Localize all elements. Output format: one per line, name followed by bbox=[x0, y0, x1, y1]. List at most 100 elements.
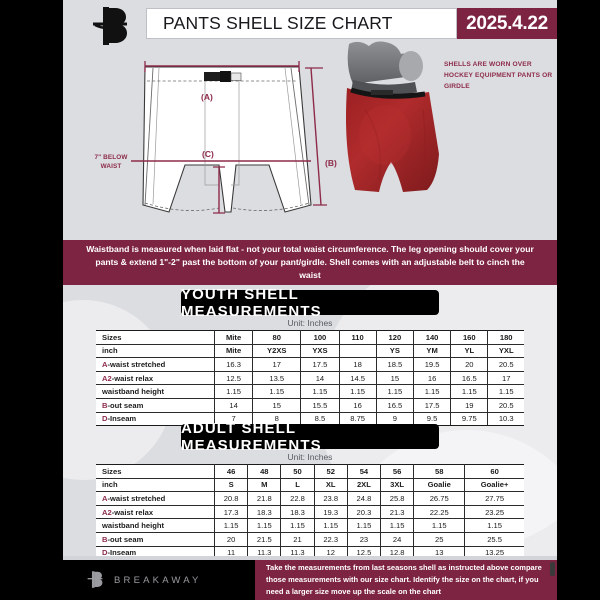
table-cell: 18.5 bbox=[375, 357, 414, 372]
youth-unit-label: Unit: Inches bbox=[287, 318, 333, 328]
table-cell: 24.8 bbox=[346, 491, 382, 506]
table-row: A-waist stretched 20.8 21.8 22.8 23.8 24.8 25.… bbox=[96, 491, 524, 506]
table-row: inch Mite Y2XS YXS YS YM YL YXL bbox=[96, 343, 524, 359]
table-cell: 17.5 bbox=[300, 357, 340, 372]
table-cell: 140 bbox=[412, 330, 452, 345]
size-chart-sheet: PANTS SHELL SIZE CHART 2025.4.22 bbox=[63, 0, 557, 600]
table-cell: 1.15 bbox=[247, 518, 282, 533]
table-cell: 25.5 bbox=[464, 531, 524, 547]
table-cell: 17.3 bbox=[213, 504, 249, 520]
table-cell: 17 bbox=[487, 370, 524, 386]
table-cell: YS bbox=[375, 343, 414, 359]
table-cell: M bbox=[247, 477, 282, 493]
photo-note: SHELLS ARE WORN OVER HOCKEY EQUIPMENT PA… bbox=[444, 61, 553, 90]
scroll-indicator[interactable] bbox=[550, 562, 555, 576]
date-badge-text: 2025.4.22 bbox=[466, 12, 548, 34]
table-cell: 27.75 bbox=[464, 491, 524, 506]
table-cell: 12.5 bbox=[213, 370, 254, 386]
table-cell: 1.15 bbox=[300, 384, 340, 399]
table-cell: 16 bbox=[338, 397, 377, 413]
table-cell: 14 bbox=[300, 370, 340, 386]
brand-logo-icon bbox=[80, 4, 140, 50]
table-cell: 50 bbox=[280, 464, 315, 479]
table-cell: 1.15 bbox=[252, 384, 302, 399]
table-cell: 18 bbox=[338, 357, 377, 372]
table-cell: 23.25 bbox=[464, 504, 524, 520]
table-cell: 15.5 bbox=[300, 397, 340, 413]
adult-measurements-table: Sizes 46 48 50 52 54 56 58 60 inch S M L XL 2XL 3XL Goal… bbox=[96, 464, 524, 561]
table-cell: 16.5 bbox=[450, 370, 489, 386]
row-label: waistband height bbox=[96, 384, 215, 399]
adult-section-title: ADULT SHELL MEASUREMENTS bbox=[181, 420, 439, 454]
table-cell bbox=[338, 343, 377, 359]
table-cell: 21.8 bbox=[247, 491, 282, 506]
row-label: Sizes bbox=[96, 330, 215, 345]
footer-divider bbox=[63, 556, 557, 560]
row-label: inch bbox=[96, 343, 215, 359]
product-photo bbox=[335, 40, 453, 230]
table-cell: 3XL bbox=[380, 477, 415, 493]
table-row: waistband height 1.15 1.15 1.15 1.15 1.15 1.15… bbox=[96, 384, 524, 399]
table-cell: L bbox=[280, 477, 315, 493]
table-cell: 18.3 bbox=[247, 504, 282, 520]
table-cell: YL bbox=[450, 343, 489, 359]
table-cell: 22.8 bbox=[280, 491, 315, 506]
table-cell: 22.25 bbox=[413, 504, 466, 520]
table-cell: 16 bbox=[412, 370, 452, 386]
table-cell: 80 bbox=[252, 330, 302, 345]
diagram-label-a: (A) bbox=[201, 92, 213, 102]
table-cell: 19 bbox=[450, 397, 489, 413]
table-cell: 180 bbox=[487, 330, 524, 345]
table-cell: 25 bbox=[413, 531, 466, 547]
table-cell: 23.8 bbox=[313, 491, 348, 506]
table-row: D-Inseam 7 8 8.5 8.75 9 9.5 9.75 10.3 bbox=[96, 411, 524, 427]
row-label: B-out seam bbox=[96, 531, 215, 547]
table-cell: 120 bbox=[375, 330, 414, 345]
table-cell: 19.5 bbox=[412, 357, 452, 372]
table-cell: 17.5 bbox=[412, 397, 452, 413]
table-cell: Mite bbox=[213, 343, 254, 359]
table-cell: 1.15 bbox=[375, 384, 414, 399]
footer-brand-name: BREAKAWAY bbox=[114, 574, 202, 586]
page-footer: BREAKAWAY Take the measurements from las… bbox=[63, 560, 557, 600]
table-cell: 20.5 bbox=[487, 357, 524, 372]
table-cell: 14.5 bbox=[338, 370, 377, 386]
row-label: B-out seam bbox=[96, 397, 215, 413]
adult-section-title-text: ADULT SHELL MEASUREMENTS bbox=[181, 419, 322, 454]
table-cell: 18.3 bbox=[280, 504, 315, 520]
row-label: Sizes bbox=[96, 464, 215, 479]
adult-unit-label: Unit: Inches bbox=[287, 452, 333, 462]
table-cell: 2XL bbox=[346, 477, 382, 493]
table-cell: 21 bbox=[280, 531, 315, 547]
table-row: B-out seam 14 15 15.5 16 16.5 17.5 19 20.5 bbox=[96, 397, 524, 413]
row-label: inch bbox=[96, 477, 215, 493]
table-cell: 110 bbox=[338, 330, 377, 345]
table-cell: 19.3 bbox=[313, 504, 348, 520]
table-cell: Y2XS bbox=[252, 343, 302, 359]
table-cell: 1.15 bbox=[412, 384, 452, 399]
youth-section-title-text: YOUTH SHELL MEASUREMENTS bbox=[181, 285, 322, 320]
table-row: Sizes Mite 80 100 110 120 140 160 180 bbox=[96, 330, 524, 345]
table-cell: 13.5 bbox=[252, 370, 302, 386]
table-cell: Goalie+ bbox=[464, 477, 524, 493]
page-title-text: PANTS SHELL SIZE CHART bbox=[163, 13, 393, 33]
table-cell: 20 bbox=[450, 357, 489, 372]
table-cell: YXS bbox=[300, 343, 340, 359]
footer-brand-block: BREAKAWAY bbox=[63, 560, 255, 600]
table-cell: 15 bbox=[375, 370, 414, 386]
table-cell: 20.3 bbox=[346, 504, 382, 520]
table-cell: 20.5 bbox=[487, 397, 524, 413]
table-row: B-out seam 20 21.5 21 22.3 23 24 25 25.5 bbox=[96, 531, 524, 547]
table-row: A2-waist relax 17.3 18.3 18.3 19.3 20.3 21.3 22… bbox=[96, 504, 524, 520]
table-cell: 1.15 bbox=[450, 384, 489, 399]
table-row: inch S M L XL 2XL 3XL Goalie Goalie+ bbox=[96, 477, 524, 493]
below-waist-note: 7" BELOW WAIST bbox=[94, 154, 128, 171]
table-cell: 22.3 bbox=[313, 531, 348, 547]
table-cell: 25.8 bbox=[380, 491, 415, 506]
date-badge: 2025.4.22 bbox=[457, 8, 557, 39]
table-cell: 48 bbox=[247, 464, 282, 479]
table-cell: 16.3 bbox=[213, 357, 254, 372]
table-cell: 100 bbox=[300, 330, 340, 345]
table-cell: Mite bbox=[213, 330, 254, 345]
